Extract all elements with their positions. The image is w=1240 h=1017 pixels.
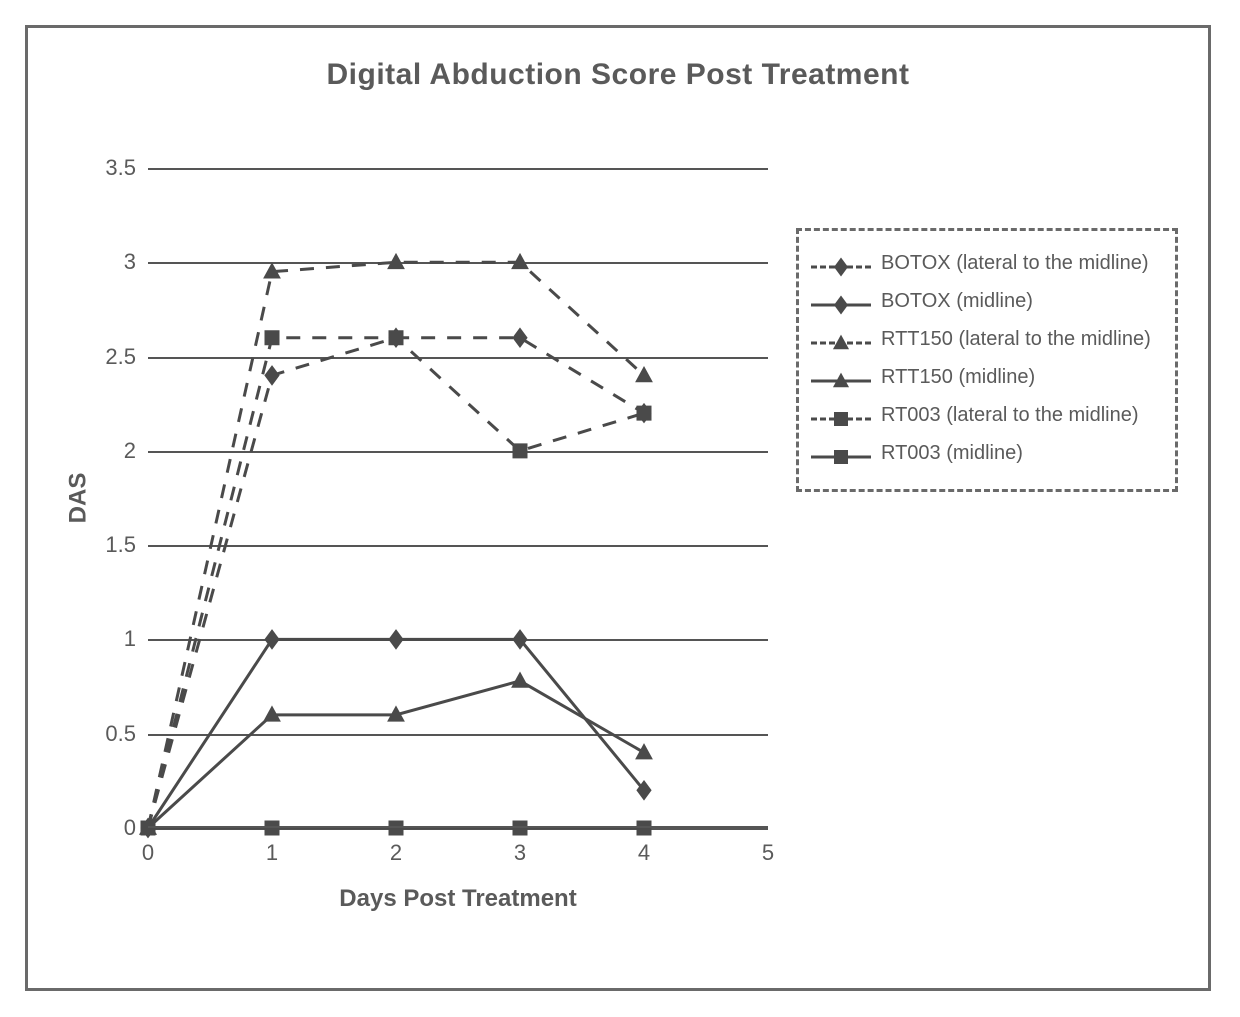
chart-series bbox=[148, 168, 768, 828]
series-line bbox=[148, 639, 644, 828]
legend-label: BOTOX (midline) bbox=[881, 289, 1163, 314]
y-tick-label: 2 bbox=[86, 438, 136, 464]
series-marker bbox=[389, 630, 403, 649]
legend-label: RT003 (lateral to the midline) bbox=[881, 403, 1163, 428]
legend-item: RTT150 (lateral to the midline) bbox=[811, 327, 1163, 355]
series-marker bbox=[141, 821, 155, 835]
series-marker bbox=[513, 328, 527, 347]
series-line bbox=[148, 338, 644, 828]
series-marker bbox=[265, 366, 279, 385]
legend-item: BOTOX (lateral to the midline) bbox=[811, 251, 1163, 279]
series-marker bbox=[389, 821, 403, 835]
series-line bbox=[148, 338, 644, 828]
y-tick-label: 3 bbox=[86, 249, 136, 275]
chart-frame: Digital Abduction Score Post Treatment 0… bbox=[25, 25, 1211, 991]
legend-item: BOTOX (midline) bbox=[811, 289, 1163, 317]
legend-label: RT003 (midline) bbox=[881, 441, 1163, 466]
legend-label: RTT150 (lateral to the midline) bbox=[881, 327, 1163, 352]
y-tick-label: 0 bbox=[86, 815, 136, 841]
x-tick-label: 5 bbox=[762, 840, 774, 866]
legend-item: RT003 (lateral to the midline) bbox=[811, 403, 1163, 431]
legend-swatch bbox=[811, 369, 871, 393]
series-line bbox=[148, 681, 644, 828]
x-tick-label: 4 bbox=[638, 840, 650, 866]
series-marker bbox=[636, 367, 652, 382]
series-marker bbox=[513, 821, 527, 835]
legend-item: RTT150 (midline) bbox=[811, 365, 1163, 393]
legend-swatch bbox=[811, 407, 871, 431]
chart-title: Digital Abduction Score Post Treatment bbox=[28, 58, 1208, 92]
chart-legend: BOTOX (lateral to the midline) BOTOX (mid… bbox=[796, 228, 1178, 492]
y-tick-label: 3.5 bbox=[86, 155, 136, 181]
legend-swatch bbox=[811, 331, 871, 355]
series-marker bbox=[637, 406, 651, 420]
plot-area: 00.511.522.533.5 012345 DAS Days Post Tr… bbox=[148, 168, 768, 828]
series-marker bbox=[637, 821, 651, 835]
y-axis-label: DAS bbox=[64, 473, 92, 524]
y-tick-label: 0.5 bbox=[86, 721, 136, 747]
legend-item: RT003 (midline) bbox=[811, 441, 1163, 469]
legend-label: BOTOX (lateral to the midline) bbox=[881, 251, 1163, 276]
series-marker bbox=[513, 444, 527, 458]
series-marker bbox=[389, 331, 403, 345]
legend-swatch bbox=[811, 293, 871, 317]
series-marker bbox=[512, 673, 528, 688]
y-tick-label: 1 bbox=[86, 626, 136, 652]
legend-swatch bbox=[811, 445, 871, 469]
x-axis-label: Days Post Treatment bbox=[339, 885, 576, 913]
y-tick-label: 1.5 bbox=[86, 532, 136, 558]
x-tick-label: 2 bbox=[390, 840, 402, 866]
series-marker bbox=[265, 821, 279, 835]
x-tick-label: 1 bbox=[266, 840, 278, 866]
legend-swatch bbox=[811, 255, 871, 279]
series-marker bbox=[265, 331, 279, 345]
x-tick-label: 3 bbox=[514, 840, 526, 866]
y-tick-label: 2.5 bbox=[86, 344, 136, 370]
series-marker bbox=[636, 744, 652, 759]
x-tick-label: 0 bbox=[142, 840, 154, 866]
legend-label: RTT150 (midline) bbox=[881, 365, 1163, 390]
